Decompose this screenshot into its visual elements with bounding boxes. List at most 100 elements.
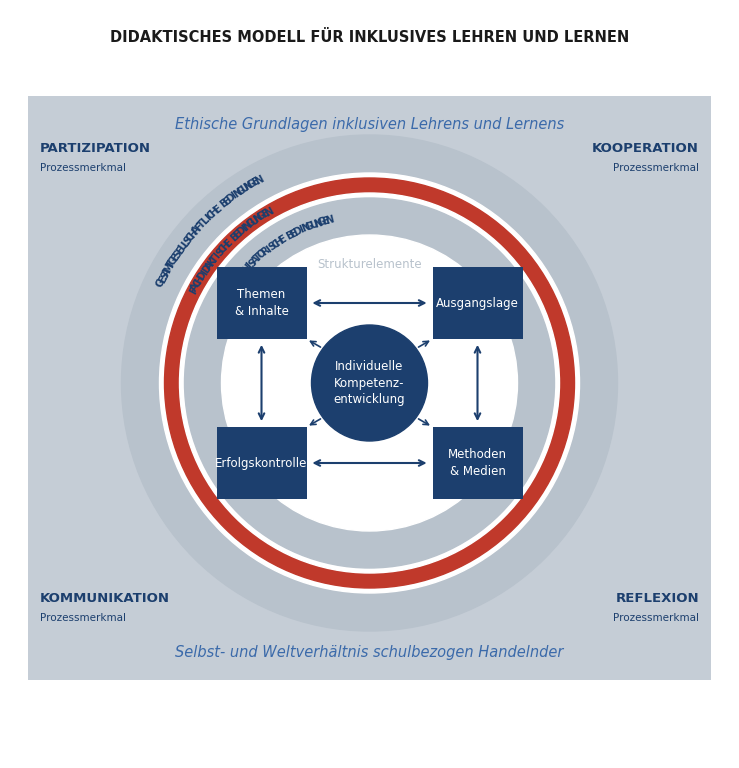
Text: DIDAKTISCHES MODELL FÜR INKLUSIVES LEHREN UND LERNEN: DIDAKTISCHES MODELL FÜR INKLUSIVES LEHRE… bbox=[110, 31, 629, 45]
Text: H: H bbox=[194, 273, 206, 286]
Text: I: I bbox=[203, 213, 213, 223]
Text: S: S bbox=[247, 257, 259, 269]
Text: E: E bbox=[211, 204, 223, 215]
Text: S: S bbox=[218, 294, 230, 306]
Text: U: U bbox=[225, 283, 237, 295]
Circle shape bbox=[121, 135, 618, 631]
Text: F: F bbox=[188, 286, 200, 296]
Text: B: B bbox=[285, 229, 296, 242]
Circle shape bbox=[312, 325, 427, 441]
Text: H: H bbox=[219, 240, 232, 253]
Text: F: F bbox=[193, 221, 205, 233]
Text: Erfolgskontrolle: Erfolgskontrolle bbox=[215, 456, 307, 469]
Circle shape bbox=[180, 193, 559, 573]
Text: H: H bbox=[222, 286, 235, 299]
Text: E: E bbox=[321, 216, 330, 227]
Text: I: I bbox=[265, 244, 273, 254]
Text: E: E bbox=[232, 228, 244, 240]
Text: L: L bbox=[180, 238, 191, 249]
Circle shape bbox=[165, 178, 574, 588]
Text: N: N bbox=[324, 214, 336, 226]
Text: E: E bbox=[250, 176, 261, 188]
Text: N: N bbox=[242, 180, 254, 193]
Text: A: A bbox=[250, 253, 262, 266]
Text: Selbst- und Weltverhältnis schulbezogen Handelnder: Selbst- und Weltverhältnis schulbezogen … bbox=[175, 644, 564, 660]
Text: T: T bbox=[253, 251, 265, 263]
Text: Methoden
& Medien: Methoden & Medien bbox=[448, 449, 507, 478]
Text: L: L bbox=[199, 215, 211, 227]
Bar bbox=[28, 96, 711, 680]
Text: Ausgangslage: Ausgangslage bbox=[436, 296, 519, 310]
Text: C: C bbox=[270, 238, 282, 250]
Text: U: U bbox=[239, 183, 251, 195]
Text: G: G bbox=[304, 220, 316, 233]
Bar bbox=[217, 267, 307, 339]
Text: R: R bbox=[232, 273, 245, 285]
Text: H: H bbox=[273, 236, 285, 248]
Text: L: L bbox=[177, 241, 188, 253]
Text: B: B bbox=[228, 231, 241, 243]
Text: A: A bbox=[190, 224, 202, 237]
Text: H: H bbox=[187, 227, 200, 240]
Text: N: N bbox=[240, 263, 253, 276]
Text: K: K bbox=[205, 257, 218, 268]
Text: N: N bbox=[263, 205, 275, 218]
Circle shape bbox=[222, 235, 517, 531]
Text: B: B bbox=[218, 197, 230, 210]
Text: C: C bbox=[217, 243, 229, 255]
Text: G: G bbox=[235, 184, 247, 197]
Bar bbox=[432, 427, 522, 499]
Text: R: R bbox=[259, 246, 271, 258]
Text: N: N bbox=[252, 212, 265, 225]
Text: T: T bbox=[165, 259, 177, 270]
Text: S: S bbox=[171, 248, 184, 260]
Text: KOMMUNIKATION: KOMMUNIKATION bbox=[40, 591, 170, 604]
Text: A: A bbox=[203, 260, 216, 272]
Text: L: L bbox=[228, 280, 239, 291]
Text: E: E bbox=[157, 274, 169, 285]
Bar bbox=[432, 267, 522, 339]
Text: N: N bbox=[300, 222, 311, 234]
Text: KOOPERATION: KOOPERATION bbox=[592, 141, 699, 154]
Text: S: S bbox=[214, 247, 226, 258]
Circle shape bbox=[185, 198, 554, 568]
Text: O: O bbox=[229, 276, 242, 289]
Text: A: A bbox=[237, 266, 250, 279]
Text: D: D bbox=[200, 263, 214, 276]
Text: T: T bbox=[196, 218, 208, 230]
Text: Prozessmerkmal: Prozessmerkmal bbox=[613, 163, 699, 173]
Text: D: D bbox=[224, 192, 236, 205]
Text: E: E bbox=[222, 237, 235, 249]
Text: E: E bbox=[169, 252, 182, 263]
Text: Strukturelemente: Strukturelemente bbox=[317, 259, 422, 272]
Text: E: E bbox=[222, 195, 233, 207]
Text: E: E bbox=[277, 233, 288, 246]
Text: N: N bbox=[242, 220, 254, 233]
Text: N: N bbox=[231, 187, 244, 200]
Text: Individuelle
Kompetenz-
entwicklung: Individuelle Kompetenz- entwicklung bbox=[334, 360, 405, 406]
Text: T: T bbox=[208, 253, 221, 265]
Text: C: C bbox=[205, 209, 217, 221]
Text: I: I bbox=[230, 191, 238, 201]
Text: Ethische Grundlagen inklusiven Lehrens und Lernens: Ethische Grundlagen inklusiven Lehrens u… bbox=[175, 117, 564, 131]
Text: S: S bbox=[266, 240, 278, 253]
Text: D: D bbox=[196, 270, 208, 283]
Text: S: S bbox=[182, 234, 194, 246]
Text: G: G bbox=[245, 178, 258, 190]
Text: G: G bbox=[154, 277, 167, 290]
Text: I: I bbox=[245, 261, 254, 271]
Text: N: N bbox=[253, 174, 265, 187]
Bar bbox=[217, 427, 307, 499]
Text: I: I bbox=[240, 223, 249, 233]
Text: Prozessmerkmal: Prozessmerkmal bbox=[40, 613, 126, 623]
Text: G: G bbox=[234, 269, 248, 282]
Text: Prozessmerkmal: Prozessmerkmal bbox=[40, 163, 126, 173]
Text: Prozessmerkmal: Prozessmerkmal bbox=[613, 613, 699, 623]
Text: D: D bbox=[292, 225, 304, 238]
Text: E: E bbox=[260, 208, 270, 220]
Text: N: N bbox=[312, 217, 323, 230]
Text: Themen
& Inhalte: Themen & Inhalte bbox=[234, 288, 288, 318]
Text: G: G bbox=[245, 217, 257, 230]
Text: A: A bbox=[160, 266, 173, 278]
Text: PARTIZIPATION: PARTIZIPATION bbox=[40, 141, 151, 154]
